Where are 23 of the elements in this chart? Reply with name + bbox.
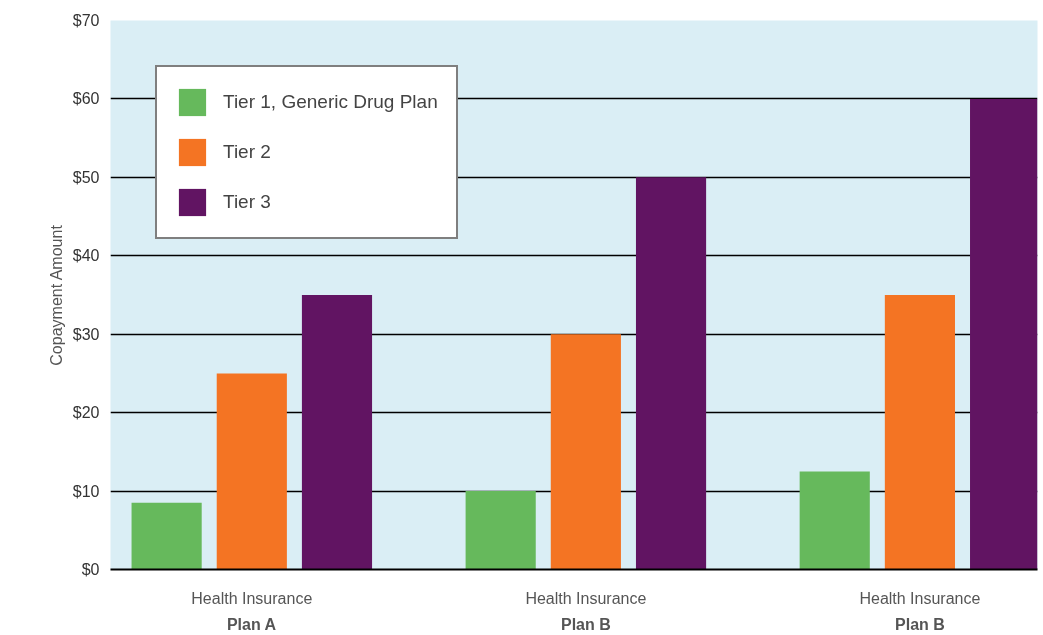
y-tick-label: $60 (72, 90, 100, 108)
category-label: Health Insurance Plan B (859, 589, 981, 633)
y-tick-label: $10 (72, 482, 100, 500)
bar (550, 334, 621, 570)
legend-label: Tier 1, Generic Drug Plan (223, 90, 438, 114)
y-tick-label: $20 (72, 404, 100, 422)
bar (216, 373, 287, 570)
bar (131, 502, 202, 570)
y-tick-label: $40 (72, 247, 100, 265)
legend-label: Tier 2 (223, 140, 271, 164)
category-label: Health Insurance Plan A (191, 589, 313, 633)
y-tick-label: $50 (72, 168, 100, 186)
bar (301, 295, 373, 570)
bar (884, 295, 955, 570)
y-axis-title: Copayment Amount (47, 224, 65, 366)
category-label: Health Insurance Plan B (525, 589, 647, 633)
legend-label: Tier 3 (223, 190, 271, 214)
y-tick-label: $0 (81, 561, 100, 578)
bar (465, 491, 536, 570)
bar (635, 177, 707, 570)
y-tick-label: $30 (72, 325, 100, 343)
bar (799, 471, 870, 570)
y-tick-label: $70 (72, 12, 100, 29)
